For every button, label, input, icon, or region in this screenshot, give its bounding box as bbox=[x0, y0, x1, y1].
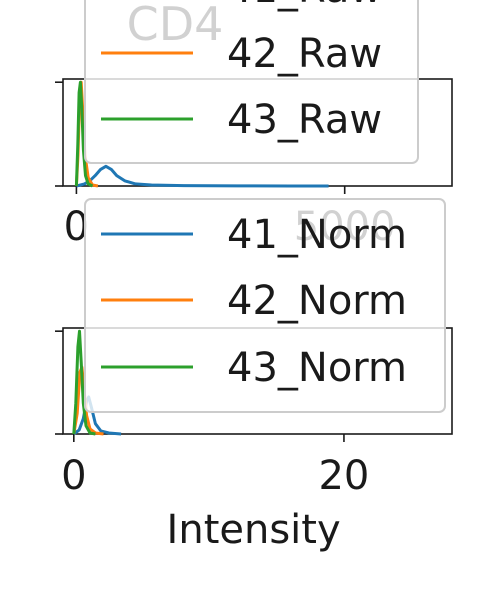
raw-legend-label: 42_Raw bbox=[227, 31, 382, 77]
raw-legend-label: 43_Raw bbox=[227, 97, 382, 143]
norm-xlabel: Intensity bbox=[167, 507, 341, 553]
raw-series-43_Raw bbox=[74, 80, 94, 188]
norm-series-43_Norm bbox=[72, 329, 96, 436]
norm-panel: 0 20 Intensity bbox=[55, 327, 453, 553]
overlays: 41_Raw 42_Raw 43_Raw 41_Norm 42_Norm 43_Norm bbox=[84, 0, 446, 413]
raw-legend-frame bbox=[84, 0, 419, 164]
norm-xtick-label: 0 bbox=[61, 453, 86, 499]
norm-legend-frame bbox=[84, 198, 446, 413]
norm-legend: 41_Norm 42_Norm 43_Norm bbox=[84, 198, 446, 413]
raw-series-41_Raw bbox=[76, 164, 329, 188]
norm-legend-label: 42_Norm bbox=[227, 278, 407, 324]
raw-legend: 41_Raw 42_Raw 43_Raw bbox=[84, 0, 419, 164]
norm-xtick-label: 20 bbox=[318, 453, 369, 499]
raw-legend-label: 41_Raw bbox=[227, 0, 382, 12]
norm-legend-label: 43_Norm bbox=[227, 345, 407, 391]
norm-legend-label: 41_Norm bbox=[227, 212, 407, 258]
